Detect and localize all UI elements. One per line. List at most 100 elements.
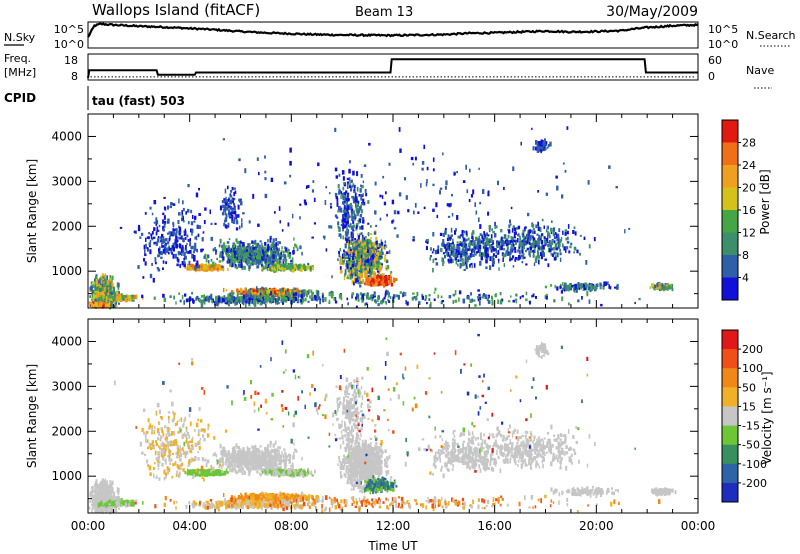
data-pixel — [186, 266, 190, 271]
data-pixel — [276, 265, 279, 269]
data-pixel — [264, 241, 267, 246]
data-pixel — [160, 251, 163, 256]
data-pixel — [179, 252, 182, 255]
data-pixel — [365, 283, 368, 286]
data-pixel — [550, 248, 554, 251]
data-pixel — [487, 247, 489, 253]
data-pixel — [280, 256, 283, 259]
data-pixel — [457, 263, 459, 267]
data-pixel — [286, 298, 289, 301]
data-pixel — [173, 295, 175, 300]
data-pixel — [439, 232, 443, 236]
data-pixel — [341, 170, 345, 175]
data-pixel — [338, 190, 340, 195]
data-pixel — [346, 274, 349, 279]
data-pixel — [367, 249, 369, 253]
data-pixel — [102, 294, 104, 298]
data-pixel — [548, 243, 551, 248]
data-pixel — [154, 257, 157, 262]
data-pixel — [532, 254, 535, 258]
data-pixel — [144, 212, 147, 215]
data-pixel — [94, 294, 97, 299]
data-pixel — [374, 262, 376, 266]
data-pixel — [157, 238, 160, 243]
data-pixel — [214, 262, 217, 267]
data-pixel — [245, 249, 248, 254]
data-pixel — [348, 258, 350, 262]
data-pixel — [531, 231, 534, 235]
power-pixels — [88, 126, 674, 310]
data-pixel — [475, 236, 478, 241]
data-pixel — [512, 243, 515, 247]
data-pixel — [535, 146, 537, 151]
data-pixel — [350, 218, 353, 221]
data-pixel — [387, 280, 390, 284]
data-pixel — [247, 294, 250, 299]
frequency-panel-frame — [87, 53, 699, 81]
data-pixel — [89, 290, 92, 293]
data-pixel — [191, 263, 194, 269]
data-pixel — [289, 267, 292, 270]
data-pixel — [353, 266, 355, 270]
data-pixel — [182, 216, 184, 221]
data-pixel — [380, 248, 383, 253]
data-pixel — [241, 296, 243, 300]
data-pixel — [257, 249, 260, 253]
data-pixel — [223, 198, 226, 202]
data-pixel — [464, 259, 467, 265]
data-pixel — [360, 254, 363, 259]
data-pixel — [509, 240, 512, 243]
data-pixel — [547, 230, 549, 236]
data-pixel — [574, 288, 576, 293]
data-pixel — [371, 278, 374, 282]
data-pixel — [565, 237, 567, 241]
data-pixel — [145, 237, 147, 242]
data-pixel — [275, 264, 277, 269]
data-pixel — [347, 241, 350, 246]
data-pixel — [233, 217, 236, 222]
noise-panel-frame — [87, 21, 699, 49]
data-pixel — [190, 228, 193, 233]
data-pixel — [510, 257, 513, 261]
data-pixel — [521, 249, 524, 254]
data-pixel — [534, 240, 537, 243]
data-pixel — [221, 244, 224, 248]
data-pixel — [340, 258, 343, 263]
data-pixel — [279, 289, 281, 293]
data-pixel — [251, 258, 254, 263]
data-pixel — [247, 243, 250, 248]
data-pixel — [194, 236, 197, 240]
data-pixel — [342, 224, 345, 229]
data-pixel — [352, 224, 355, 228]
data-pixel — [112, 286, 115, 291]
data-pixel — [223, 200, 225, 204]
data-pixel — [175, 243, 178, 249]
data-pixel — [228, 254, 231, 258]
data-pixel — [346, 177, 350, 180]
data-pixel — [521, 232, 524, 236]
data-pixel — [379, 254, 382, 258]
data-pixel — [298, 264, 300, 269]
data-pixel — [499, 245, 502, 250]
data-pixel — [238, 292, 241, 295]
data-pixel — [236, 288, 239, 293]
data-pixel — [228, 198, 230, 202]
data-pixel — [225, 251, 228, 255]
data-pixel — [510, 236, 513, 241]
data-pixel — [264, 258, 266, 264]
data-pixel — [377, 252, 380, 256]
data-pixel — [365, 276, 368, 279]
data-pixel — [567, 287, 570, 292]
data-pixel — [140, 232, 144, 236]
data-pixel — [178, 198, 180, 204]
data-pixel — [573, 247, 577, 251]
data-pixel — [289, 289, 292, 295]
data-pixel — [342, 260, 345, 264]
data-pixel — [510, 243, 513, 249]
data-pixel — [90, 303, 93, 307]
data-pixel — [453, 249, 455, 254]
data-pixel — [529, 249, 532, 253]
data-pixel — [243, 246, 246, 252]
data-pixel — [192, 250, 195, 254]
data-pixel — [297, 289, 300, 294]
